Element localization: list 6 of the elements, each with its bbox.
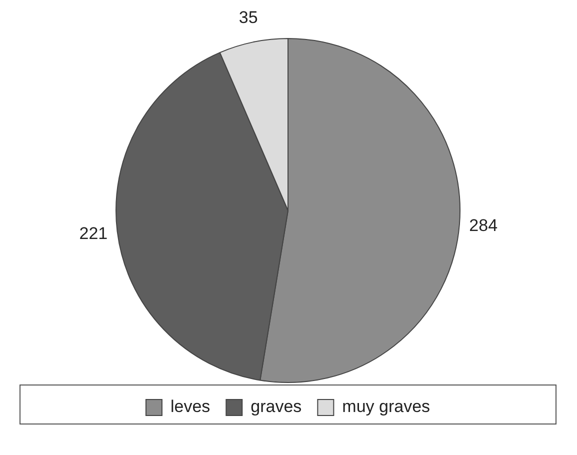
data-label: 221 bbox=[79, 224, 108, 244]
legend-label: graves bbox=[250, 397, 302, 416]
data-label: 35 bbox=[238, 8, 258, 28]
legend-label: leves bbox=[170, 397, 210, 416]
data-label: 284 bbox=[469, 216, 498, 236]
legend-label: muy graves bbox=[342, 397, 430, 416]
